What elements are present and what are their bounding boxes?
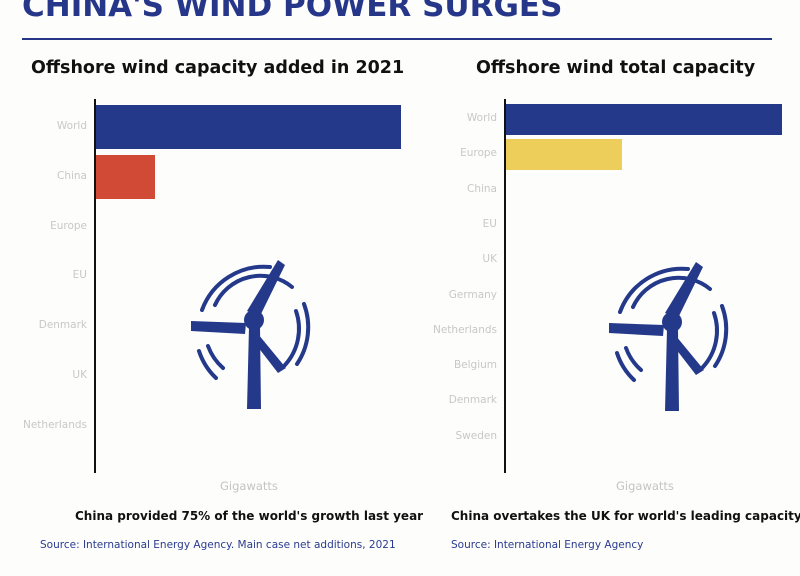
category-label: Netherlands [22,418,87,431]
source-note: Source: International Energy Agency [451,539,644,551]
category-label: Belgium [453,359,497,372]
category-label: Sweden [455,429,498,442]
category-label: Europe [50,219,87,232]
chart-title: Offshore wind capacity added in 2021 [31,58,405,78]
category-label: EU [482,217,497,230]
category-label: China [467,182,497,195]
chart-title: Offshore wind total capacity [476,58,756,78]
source-note: Source: International Energy Agency. Mai… [40,539,396,551]
category-label: Denmark [448,394,497,407]
category-label: EU [72,269,87,282]
category-label: UK [482,253,497,266]
category-label: Netherlands [432,323,497,336]
page-title: CHINA'S WIND POWER SURGES [22,0,563,24]
y-axis-line [94,99,96,473]
category-label: Germany [448,288,497,301]
chart-subtitle: China overtakes the UK for world's leadi… [451,509,800,523]
bar-europe [506,138,623,170]
category-label: World [56,120,87,132]
bar-world [96,105,401,149]
wind-turbine-icon [609,262,729,411]
x-axis-label: Gigawatts [616,479,674,493]
category-label: China [57,169,87,182]
bar-world [506,103,782,135]
chart-subtitle: China provided 75% of the world's growth… [75,509,424,523]
wind-turbine-icon [191,260,311,409]
category-label: Europe [460,147,497,160]
category-label: UK [72,369,87,381]
x-axis-label: Gigawatts [220,479,278,493]
category-label: World [466,112,497,124]
title-divider [22,38,772,40]
category-label: Denmark [38,319,87,332]
y-axis-line [504,99,506,473]
bar-china [96,154,156,199]
